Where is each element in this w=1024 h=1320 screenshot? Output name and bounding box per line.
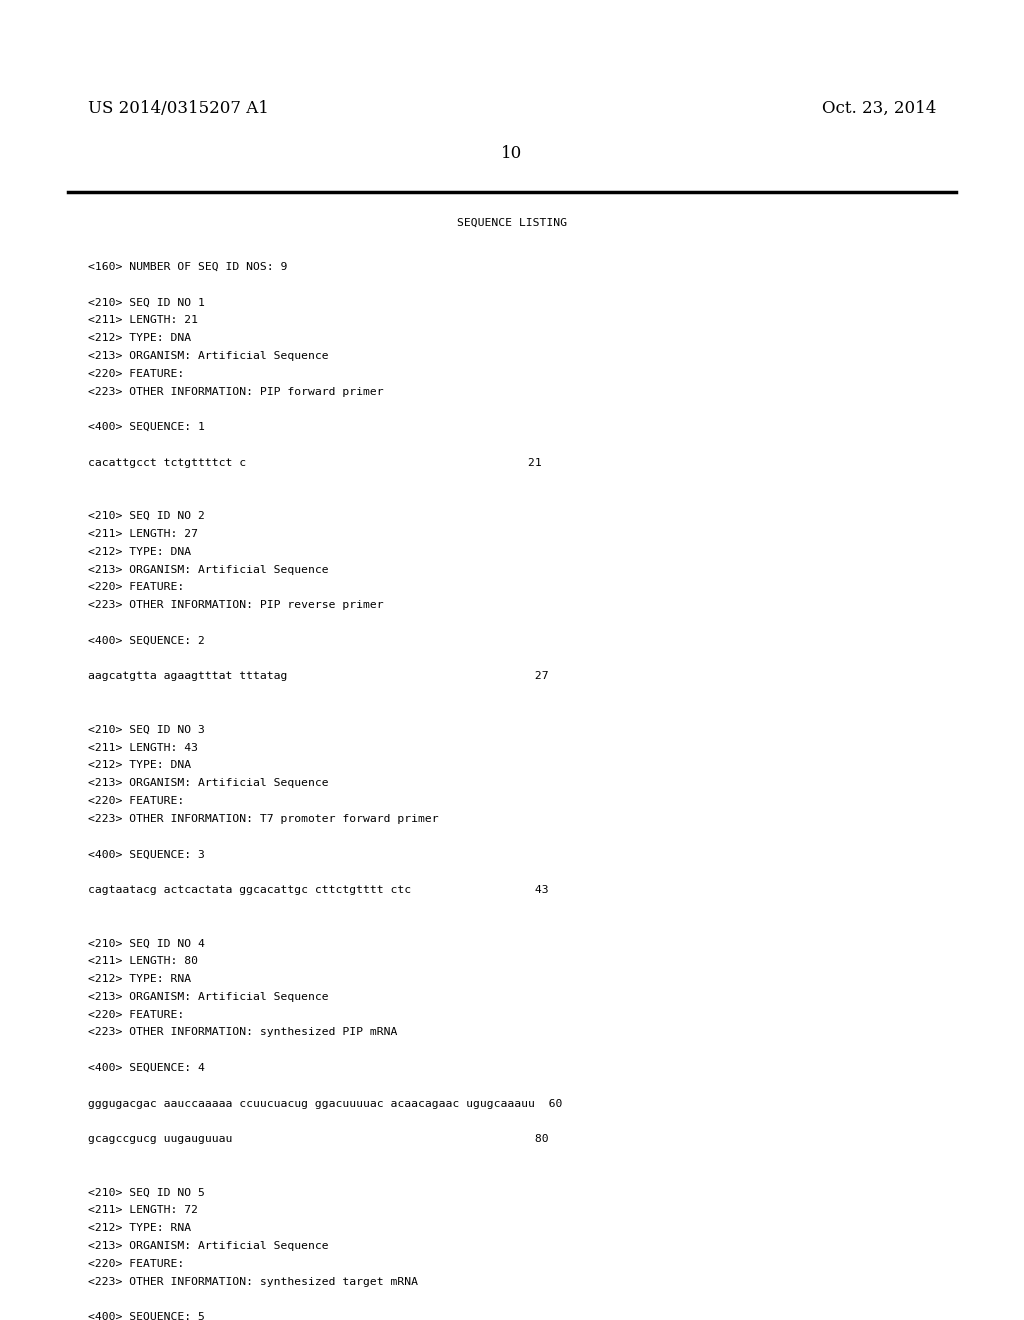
Text: <213> ORGANISM: Artificial Sequence: <213> ORGANISM: Artificial Sequence xyxy=(88,351,329,360)
Text: cagtaatacg actcactata ggcacattgc cttctgtttt ctc                  43: cagtaatacg actcactata ggcacattgc cttctgt… xyxy=(88,884,549,895)
Text: <210> SEQ ID NO 3: <210> SEQ ID NO 3 xyxy=(88,725,205,735)
Text: <212> TYPE: DNA: <212> TYPE: DNA xyxy=(88,333,191,343)
Text: <212> TYPE: RNA: <212> TYPE: RNA xyxy=(88,1224,191,1233)
Text: cacattgcct tctgttttct c                                         21: cacattgcct tctgttttct c 21 xyxy=(88,458,542,467)
Text: <211> LENGTH: 80: <211> LENGTH: 80 xyxy=(88,956,198,966)
Text: <212> TYPE: DNA: <212> TYPE: DNA xyxy=(88,760,191,771)
Text: <400> SEQUENCE: 2: <400> SEQUENCE: 2 xyxy=(88,636,205,645)
Text: <400> SEQUENCE: 4: <400> SEQUENCE: 4 xyxy=(88,1063,205,1073)
Text: <223> OTHER INFORMATION: synthesized target mRNA: <223> OTHER INFORMATION: synthesized tar… xyxy=(88,1276,418,1287)
Text: <223> OTHER INFORMATION: PIP reverse primer: <223> OTHER INFORMATION: PIP reverse pri… xyxy=(88,601,384,610)
Text: <220> FEATURE:: <220> FEATURE: xyxy=(88,368,184,379)
Text: US 2014/0315207 A1: US 2014/0315207 A1 xyxy=(88,100,269,117)
Text: Oct. 23, 2014: Oct. 23, 2014 xyxy=(821,100,936,117)
Text: <211> LENGTH: 43: <211> LENGTH: 43 xyxy=(88,743,198,752)
Text: <400> SEQUENCE: 5: <400> SEQUENCE: 5 xyxy=(88,1312,205,1320)
Text: <212> TYPE: DNA: <212> TYPE: DNA xyxy=(88,546,191,557)
Text: <210> SEQ ID NO 2: <210> SEQ ID NO 2 xyxy=(88,511,205,521)
Text: <400> SEQUENCE: 3: <400> SEQUENCE: 3 xyxy=(88,849,205,859)
Text: 10: 10 xyxy=(502,145,522,162)
Text: <220> FEATURE:: <220> FEATURE: xyxy=(88,796,184,807)
Text: <160> NUMBER OF SEQ ID NOS: 9: <160> NUMBER OF SEQ ID NOS: 9 xyxy=(88,261,288,272)
Text: SEQUENCE LISTING: SEQUENCE LISTING xyxy=(457,218,567,228)
Text: gggugacgac aauccaaaaa ccuucuacug ggacuuuuac acaacagaac ugugcaaauu  60: gggugacgac aauccaaaaa ccuucuacug ggacuuu… xyxy=(88,1098,562,1109)
Text: <213> ORGANISM: Artificial Sequence: <213> ORGANISM: Artificial Sequence xyxy=(88,991,329,1002)
Text: <213> ORGANISM: Artificial Sequence: <213> ORGANISM: Artificial Sequence xyxy=(88,1241,329,1251)
Text: <210> SEQ ID NO 5: <210> SEQ ID NO 5 xyxy=(88,1188,205,1197)
Text: gcagccgucg uugauguuau                                            80: gcagccgucg uugauguuau 80 xyxy=(88,1134,549,1144)
Text: <220> FEATURE:: <220> FEATURE: xyxy=(88,1259,184,1269)
Text: <400> SEQUENCE: 1: <400> SEQUENCE: 1 xyxy=(88,422,205,432)
Text: <211> LENGTH: 21: <211> LENGTH: 21 xyxy=(88,315,198,326)
Text: <220> FEATURE:: <220> FEATURE: xyxy=(88,582,184,593)
Text: <211> LENGTH: 27: <211> LENGTH: 27 xyxy=(88,529,198,539)
Text: <220> FEATURE:: <220> FEATURE: xyxy=(88,1010,184,1019)
Text: <211> LENGTH: 72: <211> LENGTH: 72 xyxy=(88,1205,198,1216)
Text: aagcatgtta agaagtttat tttatag                                    27: aagcatgtta agaagtttat tttatag 27 xyxy=(88,672,549,681)
Text: <212> TYPE: RNA: <212> TYPE: RNA xyxy=(88,974,191,983)
Text: <213> ORGANISM: Artificial Sequence: <213> ORGANISM: Artificial Sequence xyxy=(88,565,329,574)
Text: <210> SEQ ID NO 1: <210> SEQ ID NO 1 xyxy=(88,297,205,308)
Text: <223> OTHER INFORMATION: T7 promoter forward primer: <223> OTHER INFORMATION: T7 promoter for… xyxy=(88,814,438,824)
Text: <223> OTHER INFORMATION: PIP forward primer: <223> OTHER INFORMATION: PIP forward pri… xyxy=(88,387,384,396)
Text: <223> OTHER INFORMATION: synthesized PIP mRNA: <223> OTHER INFORMATION: synthesized PIP… xyxy=(88,1027,397,1038)
Text: <210> SEQ ID NO 4: <210> SEQ ID NO 4 xyxy=(88,939,205,948)
Text: <213> ORGANISM: Artificial Sequence: <213> ORGANISM: Artificial Sequence xyxy=(88,779,329,788)
